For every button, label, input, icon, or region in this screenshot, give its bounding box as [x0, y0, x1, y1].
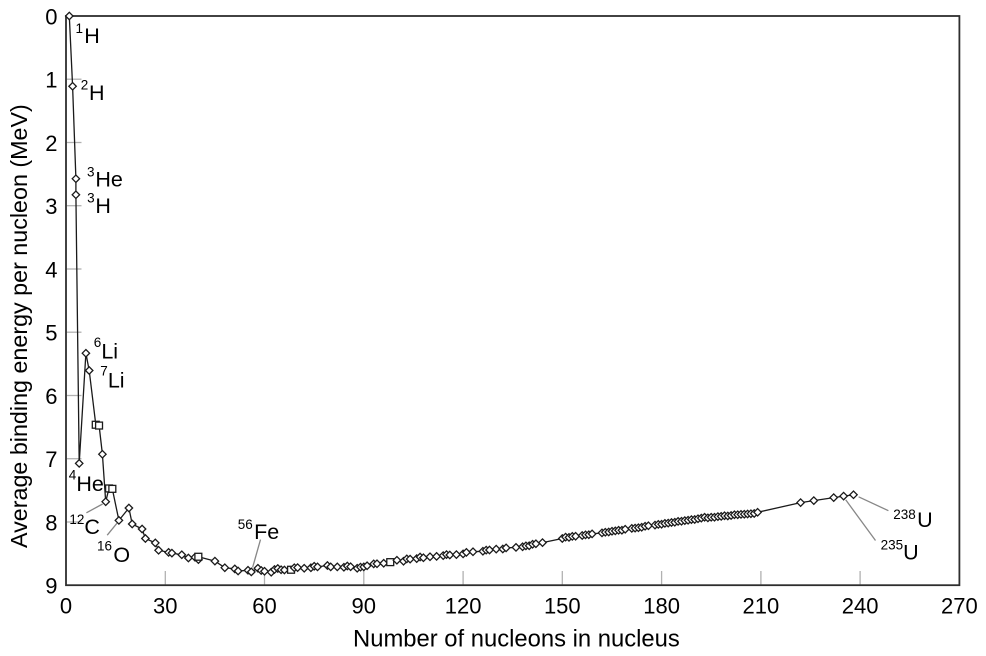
svg-text:1H: 1H	[76, 21, 100, 48]
svg-text:8: 8	[45, 510, 57, 535]
svg-text:235U: 235U	[881, 538, 919, 565]
svg-text:0: 0	[60, 594, 72, 619]
svg-text:4He: 4He	[69, 467, 104, 496]
svg-text:3He: 3He	[87, 164, 123, 191]
svg-text:150: 150	[544, 594, 581, 619]
svg-text:210: 210	[743, 594, 780, 619]
svg-text:16O: 16O	[97, 539, 130, 567]
svg-text:90: 90	[352, 594, 376, 619]
svg-text:56Fe: 56Fe	[238, 517, 279, 544]
svg-text:240: 240	[842, 594, 879, 619]
svg-text:270: 270	[941, 594, 978, 619]
svg-text:0: 0	[45, 4, 57, 29]
svg-text:2: 2	[45, 131, 57, 156]
svg-text:4: 4	[45, 257, 57, 282]
svg-text:6Li: 6Li	[94, 335, 118, 364]
svg-text:1: 1	[45, 68, 57, 93]
svg-text:6: 6	[45, 384, 57, 409]
svg-text:2H: 2H	[81, 78, 105, 106]
svg-text:238U: 238U	[893, 507, 932, 532]
svg-text:30: 30	[153, 594, 177, 619]
svg-text:9: 9	[45, 574, 57, 599]
svg-text:Average binding energy per nuc: Average binding energy per nucleon (MeV)	[6, 104, 32, 548]
svg-text:60: 60	[252, 594, 276, 619]
svg-text:7Li: 7Li	[100, 363, 124, 392]
svg-text:12C: 12C	[69, 512, 100, 539]
svg-text:7: 7	[45, 447, 57, 472]
svg-text:3H: 3H	[87, 190, 111, 218]
svg-text:120: 120	[445, 594, 482, 619]
svg-text:180: 180	[643, 594, 680, 619]
svg-text:3: 3	[45, 194, 57, 219]
svg-text:5: 5	[45, 321, 57, 346]
svg-text:Number of nucleons in nucleus: Number of nucleons in nucleus	[353, 626, 680, 653]
